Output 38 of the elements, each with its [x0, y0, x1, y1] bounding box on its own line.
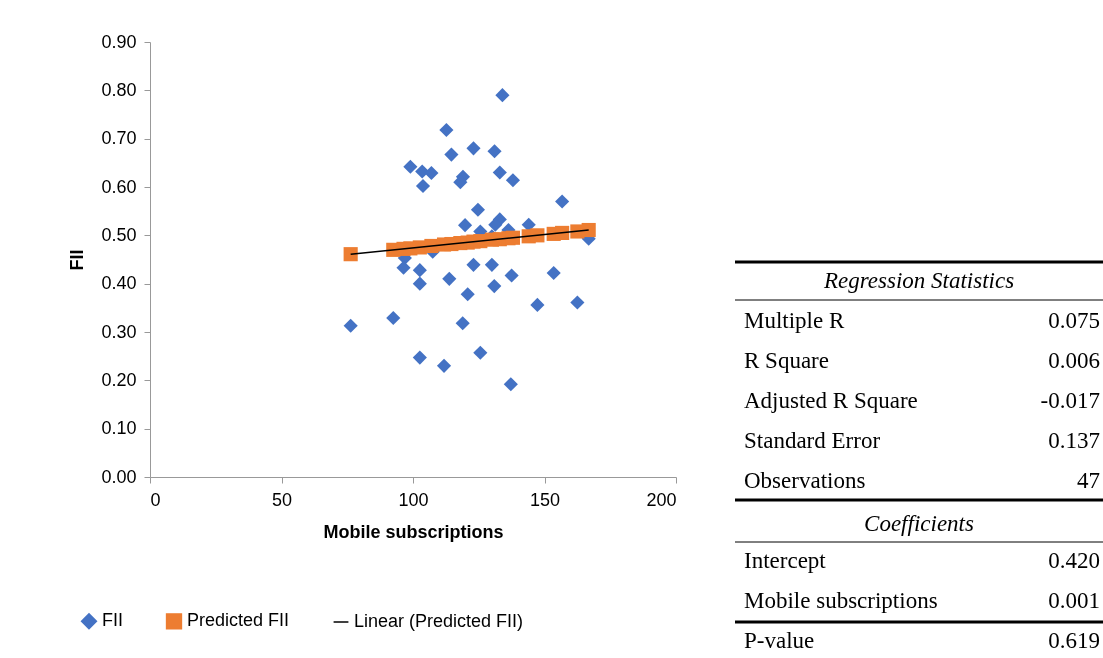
x-tick-label: 150: [529, 489, 561, 510]
text: 0.001: [1048, 588, 1100, 613]
text: 0.006: [1048, 348, 1100, 373]
x-tick-label: 50: [271, 489, 293, 510]
text: Regression Statistics: [822, 268, 1015, 293]
text: 0.420: [1048, 548, 1100, 573]
y-tick-label: 0.10: [101, 418, 137, 439]
y-tick-label: 0.70: [101, 128, 137, 149]
x-tick-label: 100: [398, 489, 429, 510]
text: 47: [1077, 468, 1100, 493]
text: 0.619: [1048, 628, 1100, 653]
y-tick-label: 0.60: [101, 176, 137, 197]
text: -0.017: [1040, 388, 1100, 413]
y-tick-label: 0.90: [101, 31, 137, 52]
category-label: Intercept: [744, 548, 827, 573]
category-label: P-value: [744, 628, 815, 653]
y-tick-label: 0.50: [101, 224, 137, 245]
legend-label: Linear (Predicted FII): [354, 611, 524, 631]
legend-label: FII: [102, 610, 123, 631]
x-tick-label: 200: [646, 489, 677, 510]
text: Coefficients: [864, 511, 974, 536]
category-label: Mobile subscriptions: [744, 588, 938, 613]
category-label: Standard Error: [744, 428, 881, 453]
category-label: R Square: [744, 348, 829, 373]
y-tick-label: 0.00: [101, 466, 137, 487]
category-label: Multiple R: [744, 308, 845, 333]
legend-label: Predicted FII: [187, 610, 290, 631]
y-tick-label: 0.20: [101, 369, 137, 390]
y-tick-label: 0.40: [101, 273, 137, 294]
text: 0.137: [1048, 428, 1100, 453]
x-tick-label: 0: [150, 489, 161, 510]
category-label: Adjusted R Square: [744, 388, 918, 413]
text: 0.075: [1048, 308, 1100, 333]
category-label: Observations: [744, 468, 866, 493]
x-axis-title: Mobile subscriptions: [323, 521, 504, 542]
y-tick-label: 0.80: [101, 79, 137, 100]
y-axis-title: FII: [67, 249, 88, 271]
y-tick-label: 0.30: [101, 321, 137, 342]
